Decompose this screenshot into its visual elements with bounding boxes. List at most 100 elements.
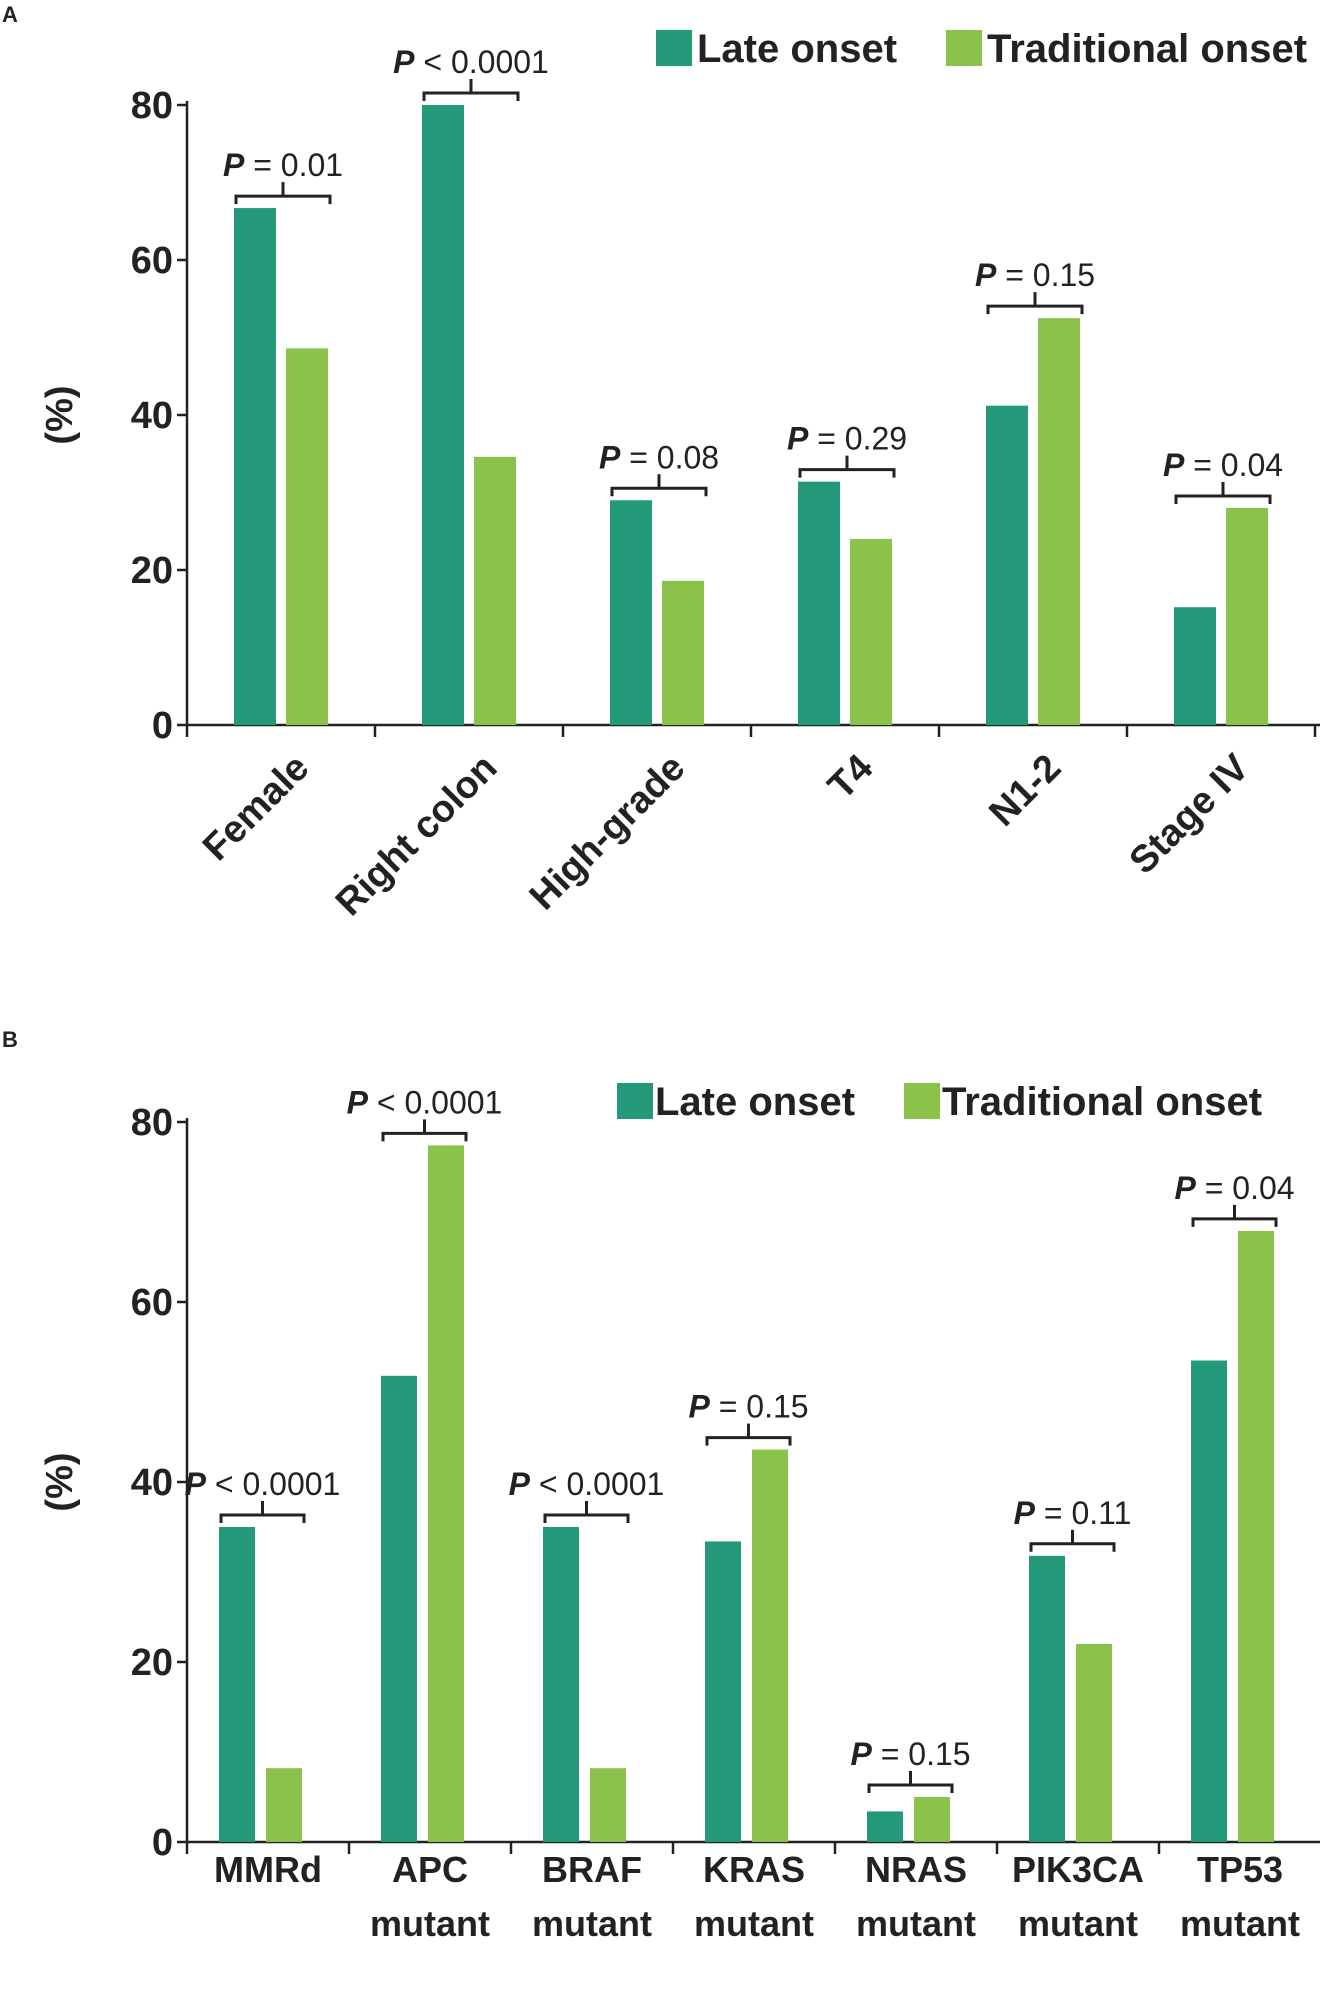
- p-value: = 0.04: [1184, 447, 1283, 483]
- y-tick-label-b: 80: [131, 1102, 173, 1144]
- p-symbol: P: [1174, 1170, 1196, 1206]
- bar-late-onset-b: [705, 1541, 741, 1842]
- bar-traditional-onset-a: [850, 539, 892, 725]
- legend-swatch-traditional-onset-a: [946, 30, 982, 66]
- bar-late-onset-a: [986, 405, 1028, 725]
- bar-late-onset-a: [1174, 607, 1216, 725]
- p-value: = 0.11: [1035, 1495, 1131, 1531]
- bar-traditional-onset-b: [266, 1768, 302, 1842]
- p-value-label-a: P = 0.15: [975, 257, 1095, 293]
- bar-late-onset-b: [1191, 1360, 1227, 1842]
- p-value-label-a: P = 0.04: [1163, 447, 1283, 483]
- bar-late-onset-a: [234, 208, 276, 725]
- p-value-label-b: P = 0.04: [1174, 1170, 1294, 1206]
- y-tick-label-b: 0: [152, 1822, 173, 1864]
- category-label-b: mutant: [532, 1903, 652, 1944]
- p-value-label-a: P = 0.08: [599, 439, 719, 475]
- p-value: = 0.15: [710, 1389, 809, 1425]
- p-symbol: P: [975, 257, 997, 293]
- p-value: = 0.01: [244, 147, 343, 183]
- p-value: < 0.0001: [368, 1084, 502, 1120]
- p-value-label-a: P = 0.01: [223, 147, 343, 183]
- p-symbol: P: [223, 147, 245, 183]
- category-label-b: MMRd: [214, 1849, 322, 1890]
- bar-traditional-onset-a: [286, 348, 328, 725]
- y-tick-label-b: 60: [131, 1282, 173, 1324]
- legend-label-traditional-onset-b: Traditional onset: [942, 1080, 1262, 1124]
- p-value: = 0.15: [996, 257, 1095, 293]
- p-symbol: P: [787, 421, 809, 457]
- bar-traditional-onset-b: [914, 1797, 950, 1842]
- p-value: < 0.0001: [530, 1466, 664, 1502]
- p-symbol: P: [599, 439, 621, 475]
- bar-traditional-onset-b: [1238, 1230, 1274, 1842]
- bar-traditional-onset-b: [752, 1449, 788, 1842]
- p-symbol: P: [688, 1389, 710, 1425]
- significance-bracket-b: [705, 1436, 792, 1446]
- category-label-b: mutant: [856, 1903, 976, 1944]
- category-label-b: mutant: [1180, 1903, 1300, 1944]
- bar-late-onset-b: [1029, 1555, 1065, 1842]
- p-value: = 0.04: [1196, 1170, 1295, 1206]
- category-label-b: APC: [392, 1849, 468, 1890]
- bar-traditional-onset-a: [1226, 508, 1268, 725]
- significance-bracket-a: [986, 304, 1084, 315]
- bar-late-onset-b: [867, 1811, 903, 1842]
- bar-late-onset-b: [219, 1527, 255, 1842]
- category-label-a: N1-2: [981, 747, 1069, 835]
- y-tick-label-b: 40: [131, 1462, 173, 1504]
- p-symbol: P: [509, 1466, 531, 1502]
- p-value-label-b: P = 0.11: [1014, 1495, 1132, 1531]
- bar-late-onset-a: [610, 500, 652, 725]
- y-tick-label-a: 40: [131, 395, 173, 437]
- category-label-a: Stage IV: [1122, 746, 1258, 882]
- category-label-a: Female: [195, 747, 317, 869]
- p-value: = 0.15: [872, 1736, 971, 1772]
- bar-traditional-onset-b: [428, 1145, 464, 1842]
- category-label-b: KRAS: [703, 1849, 805, 1890]
- y-tick-label-a: 80: [131, 85, 173, 127]
- p-value-label-a: P < 0.0001: [393, 44, 549, 80]
- bar-late-onset-b: [381, 1375, 417, 1842]
- p-value-label-b: P < 0.0001: [185, 1466, 341, 1502]
- p-value-label-b: P < 0.0001: [509, 1466, 665, 1502]
- significance-bracket-a: [234, 194, 332, 205]
- bar-traditional-onset-b: [1076, 1644, 1112, 1842]
- p-value: < 0.0001: [206, 1466, 340, 1502]
- category-label-b: TP53: [1197, 1849, 1283, 1890]
- legend-swatch-traditional-onset-b: [904, 1083, 940, 1119]
- bar-traditional-onset-a: [1038, 318, 1080, 725]
- legend-label-late-onset-b: Late onset: [655, 1080, 855, 1124]
- significance-bracket-a: [1174, 494, 1272, 504]
- p-value: = 0.08: [620, 439, 719, 475]
- category-label-b: mutant: [370, 1903, 490, 1944]
- significance-bracket-b: [219, 1513, 306, 1523]
- significance-bracket-a: [798, 468, 896, 478]
- p-symbol: P: [1163, 447, 1185, 483]
- y-tick-label-b: 20: [131, 1642, 173, 1684]
- p-symbol: P: [1014, 1495, 1036, 1531]
- category-label-b: NRAS: [865, 1849, 967, 1890]
- y-axis-label-b: (%): [39, 1452, 81, 1511]
- significance-bracket-b: [867, 1783, 954, 1793]
- panel-b: B 0 20 40 60 80 (%) P < 0.0001 MMRd P < 0.0001 AP…: [2, 1027, 1320, 1944]
- category-label-b: mutant: [694, 1903, 814, 1944]
- bar-traditional-onset-a: [662, 580, 704, 725]
- p-symbol: P: [850, 1736, 872, 1772]
- category-label-b: BRAF: [542, 1849, 642, 1890]
- significance-bracket-b: [381, 1131, 468, 1142]
- bar-late-onset-a: [798, 481, 840, 725]
- legend-swatch-late-onset-a: [656, 30, 692, 66]
- y-tick-label-a: 20: [131, 550, 173, 592]
- p-symbol: P: [185, 1466, 207, 1502]
- panel-a: A 0 20 40 60 80 (%) P = 0.01 Female P < 0.0001 Ri…: [2, 2, 1320, 924]
- significance-bracket-b: [543, 1513, 630, 1523]
- category-label-a: T4: [820, 747, 881, 808]
- panel-a-letter: A: [2, 2, 18, 27]
- significance-bracket-a: [422, 91, 520, 101]
- bar-traditional-onset-b: [590, 1768, 626, 1842]
- y-axis-label-a: (%): [39, 385, 81, 444]
- significance-bracket-b: [1191, 1217, 1278, 1227]
- y-tick-label-a: 0: [152, 705, 173, 747]
